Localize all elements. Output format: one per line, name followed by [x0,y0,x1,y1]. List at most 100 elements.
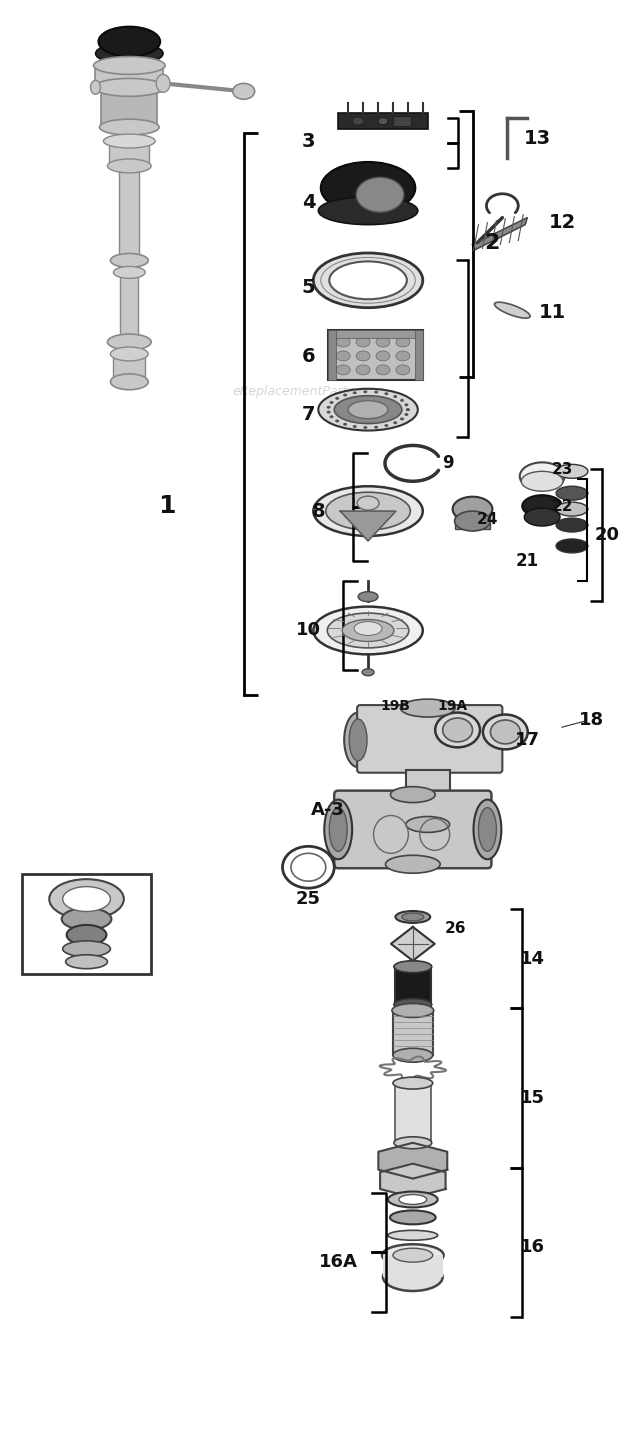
Ellipse shape [479,807,497,852]
Text: 1: 1 [158,494,176,518]
Bar [120,166,140,260]
Ellipse shape [391,787,435,803]
Ellipse shape [354,621,382,635]
Ellipse shape [474,800,502,859]
Text: 22: 22 [551,498,573,514]
Text: 8: 8 [311,501,325,521]
Ellipse shape [386,855,440,874]
Polygon shape [378,1142,447,1178]
Ellipse shape [402,913,423,921]
Text: 16: 16 [520,1239,545,1256]
Ellipse shape [356,336,370,347]
Text: 5: 5 [301,277,315,297]
Bar [120,273,138,342]
Ellipse shape [330,401,334,404]
Text: 6: 6 [301,348,315,367]
Ellipse shape [353,425,356,427]
Ellipse shape [327,410,330,413]
Bar [328,331,423,380]
Ellipse shape [113,266,145,279]
Ellipse shape [336,351,350,361]
Ellipse shape [313,253,423,308]
Ellipse shape [525,508,560,526]
Ellipse shape [232,84,255,100]
Bar [109,142,149,166]
Ellipse shape [327,406,330,409]
Ellipse shape [94,56,165,75]
Ellipse shape [321,162,415,214]
Ellipse shape [63,941,110,957]
Bar [22,874,151,973]
Ellipse shape [404,403,409,406]
Ellipse shape [495,302,530,318]
Ellipse shape [396,365,410,375]
Ellipse shape [556,518,588,531]
Ellipse shape [313,606,423,654]
Ellipse shape [396,336,410,347]
Ellipse shape [400,399,404,401]
Ellipse shape [406,409,410,412]
Bar [336,331,415,338]
Polygon shape [340,511,396,542]
Ellipse shape [330,416,334,419]
Ellipse shape [91,81,100,94]
Ellipse shape [156,75,170,92]
Bar [95,65,163,87]
Text: 12: 12 [549,214,575,232]
Bar [415,331,423,380]
Ellipse shape [110,254,148,267]
Bar [406,770,450,825]
Ellipse shape [356,365,370,375]
Ellipse shape [66,954,107,969]
Bar [102,87,157,127]
FancyBboxPatch shape [357,705,502,773]
Ellipse shape [399,1194,427,1204]
Text: 14: 14 [520,950,545,967]
Ellipse shape [376,351,390,361]
Bar [339,113,428,129]
Ellipse shape [393,1048,433,1063]
Ellipse shape [406,816,450,832]
Bar [113,354,145,381]
Ellipse shape [376,365,390,375]
Text: 2: 2 [485,232,500,253]
Ellipse shape [334,396,402,423]
Ellipse shape [356,351,370,361]
Bar [328,331,336,380]
Ellipse shape [490,721,520,744]
Text: 9: 9 [442,455,453,472]
Ellipse shape [94,78,165,97]
Text: 19A: 19A [438,699,467,713]
Text: 21: 21 [516,552,539,570]
Ellipse shape [358,592,378,602]
Bar [395,1083,431,1142]
Bar [393,116,411,126]
Ellipse shape [283,846,334,888]
Ellipse shape [400,417,404,420]
Ellipse shape [63,887,110,911]
Ellipse shape [406,409,410,412]
Bar [395,966,431,1005]
Ellipse shape [393,396,397,399]
Ellipse shape [376,336,390,347]
Ellipse shape [453,497,492,521]
Ellipse shape [384,393,388,396]
Text: 25: 25 [296,890,321,908]
Ellipse shape [329,807,347,852]
Text: 10: 10 [296,621,321,640]
Ellipse shape [388,1230,438,1240]
Text: 19B: 19B [381,699,411,713]
Text: eReplacementParts.com: eReplacementParts.com [232,386,384,399]
Ellipse shape [329,261,407,299]
Ellipse shape [401,699,455,718]
Ellipse shape [390,1210,436,1225]
Ellipse shape [49,879,124,918]
Text: 7: 7 [301,406,315,425]
Ellipse shape [556,487,588,500]
Ellipse shape [362,669,374,676]
Ellipse shape [344,712,372,767]
Ellipse shape [357,497,379,510]
Ellipse shape [342,619,394,641]
Ellipse shape [394,999,432,1011]
Ellipse shape [110,374,148,390]
